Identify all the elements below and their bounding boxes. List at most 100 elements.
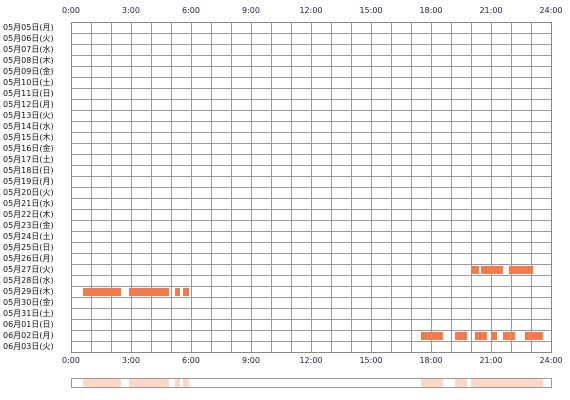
date-row-label: 05月24日(土) — [3, 232, 54, 241]
date-row-label: 06月01日(日) — [3, 320, 54, 329]
activity-bar — [129, 288, 169, 296]
activity-bar — [475, 332, 487, 340]
overview-bar — [421, 379, 443, 387]
x-tick-label-top: 0:00 — [62, 6, 80, 15]
date-row-label: 06月03日(火) — [3, 342, 54, 351]
date-row-label: 05月21日(水) — [3, 199, 54, 208]
date-row-label: 05月22日(木) — [3, 210, 54, 219]
date-row-label: 05月23日(金) — [3, 221, 54, 230]
grid-hline — [71, 308, 551, 309]
activity-bar — [83, 288, 121, 296]
grid-hline — [71, 66, 551, 67]
grid-hline — [71, 253, 551, 254]
grid-hline — [71, 264, 551, 265]
grid-hline — [71, 121, 551, 122]
date-row-label: 05月25日(日) — [3, 243, 54, 252]
date-row-label: 05月19日(月) — [3, 177, 54, 186]
activity-bar — [491, 332, 497, 340]
x-tick-label-top: 9:00 — [242, 6, 260, 15]
x-tick-label-bottom: 12:00 — [299, 356, 323, 365]
date-row-label: 05月31日(土) — [3, 309, 54, 318]
overview-bar — [471, 379, 503, 387]
date-row-label: 05月08日(木) — [3, 56, 54, 65]
x-tick-label-top: 3:00 — [122, 6, 140, 15]
x-tick-label-bottom: 15:00 — [359, 356, 383, 365]
date-row-label: 06月02日(月) — [3, 331, 54, 340]
activity-bar — [503, 332, 515, 340]
overview-bar — [129, 379, 169, 387]
grid-hline — [71, 99, 551, 100]
grid-hline — [71, 220, 551, 221]
activity-bar — [183, 288, 189, 296]
overview-bar — [175, 379, 180, 387]
x-tick-label-bottom: 21:00 — [479, 356, 503, 365]
grid-hline — [71, 231, 551, 232]
grid-hline — [71, 88, 551, 89]
grid-hline — [71, 286, 551, 287]
grid-hline — [71, 176, 551, 177]
date-row-label: 05月26日(月) — [3, 254, 54, 263]
date-row-label: 05月14日(水) — [3, 122, 54, 131]
grid-hline — [71, 187, 551, 188]
grid-hline — [71, 110, 551, 111]
activity-bar — [421, 332, 443, 340]
grid-hline — [71, 33, 551, 34]
date-row-label: 05月16日(金) — [3, 144, 54, 153]
activity-bar — [471, 266, 479, 274]
overview-bar — [503, 379, 543, 387]
grid-hline — [71, 209, 551, 210]
overview-bar — [455, 379, 467, 387]
x-tick-label-top: 18:00 — [419, 6, 443, 15]
x-tick-label-bottom: 0:00 — [62, 356, 80, 365]
date-row-label: 05月15日(木) — [3, 133, 54, 142]
activity-bar — [175, 288, 180, 296]
date-row-label: 05月18日(日) — [3, 166, 54, 175]
activity-bar — [509, 266, 533, 274]
x-tick-label-bottom: 3:00 — [122, 356, 140, 365]
date-row-label: 05月09日(金) — [3, 67, 54, 76]
date-row-label: 05月07日(水) — [3, 45, 54, 54]
x-tick-label-bottom: 24:00 — [539, 356, 563, 365]
date-row-label: 05月10日(土) — [3, 78, 54, 87]
x-tick-label-bottom: 6:00 — [182, 356, 200, 365]
grid-hline — [71, 44, 551, 45]
date-row-label: 05月05日(月) — [3, 23, 54, 32]
date-row-label: 05月11日(日) — [3, 89, 54, 98]
grid-hline — [71, 198, 551, 199]
overview-bar — [183, 379, 189, 387]
date-row-label: 05月17日(土) — [3, 155, 54, 164]
date-row-label: 05月30日(金) — [3, 298, 54, 307]
grid-hline — [71, 55, 551, 56]
grid-hline — [71, 154, 551, 155]
grid-hline — [71, 77, 551, 78]
x-tick-label-top: 12:00 — [299, 6, 323, 15]
grid-hline — [71, 242, 551, 243]
date-row-label: 05月06日(火) — [3, 34, 54, 43]
x-tick-label-bottom: 18:00 — [419, 356, 443, 365]
grid-hline — [71, 341, 551, 342]
x-tick-label-top: 6:00 — [182, 6, 200, 15]
date-row-label: 05月20日(火) — [3, 188, 54, 197]
x-tick-label-top: 21:00 — [479, 6, 503, 15]
grid-hline — [71, 319, 551, 320]
overview-strip — [71, 378, 552, 388]
date-row-label: 05月27日(火) — [3, 265, 54, 274]
activity-bar — [455, 332, 467, 340]
overview-bar — [83, 379, 121, 387]
x-tick-label-bottom: 9:00 — [242, 356, 260, 365]
grid-hline — [71, 297, 551, 298]
grid-hline — [71, 165, 551, 166]
grid-hline — [71, 143, 551, 144]
date-row-label: 05月29日(木) — [3, 287, 54, 296]
grid-hline — [71, 275, 551, 276]
date-row-label: 05月28日(水) — [3, 276, 54, 285]
date-row-label: 05月13日(火) — [3, 111, 54, 120]
x-tick-label-top: 15:00 — [359, 6, 383, 15]
activity-bar — [525, 332, 543, 340]
grid-hline — [71, 330, 551, 331]
activity-bar — [481, 266, 503, 274]
grid-hline — [71, 132, 551, 133]
x-tick-label-top: 24:00 — [539, 6, 563, 15]
date-row-label: 05月12日(月) — [3, 100, 54, 109]
